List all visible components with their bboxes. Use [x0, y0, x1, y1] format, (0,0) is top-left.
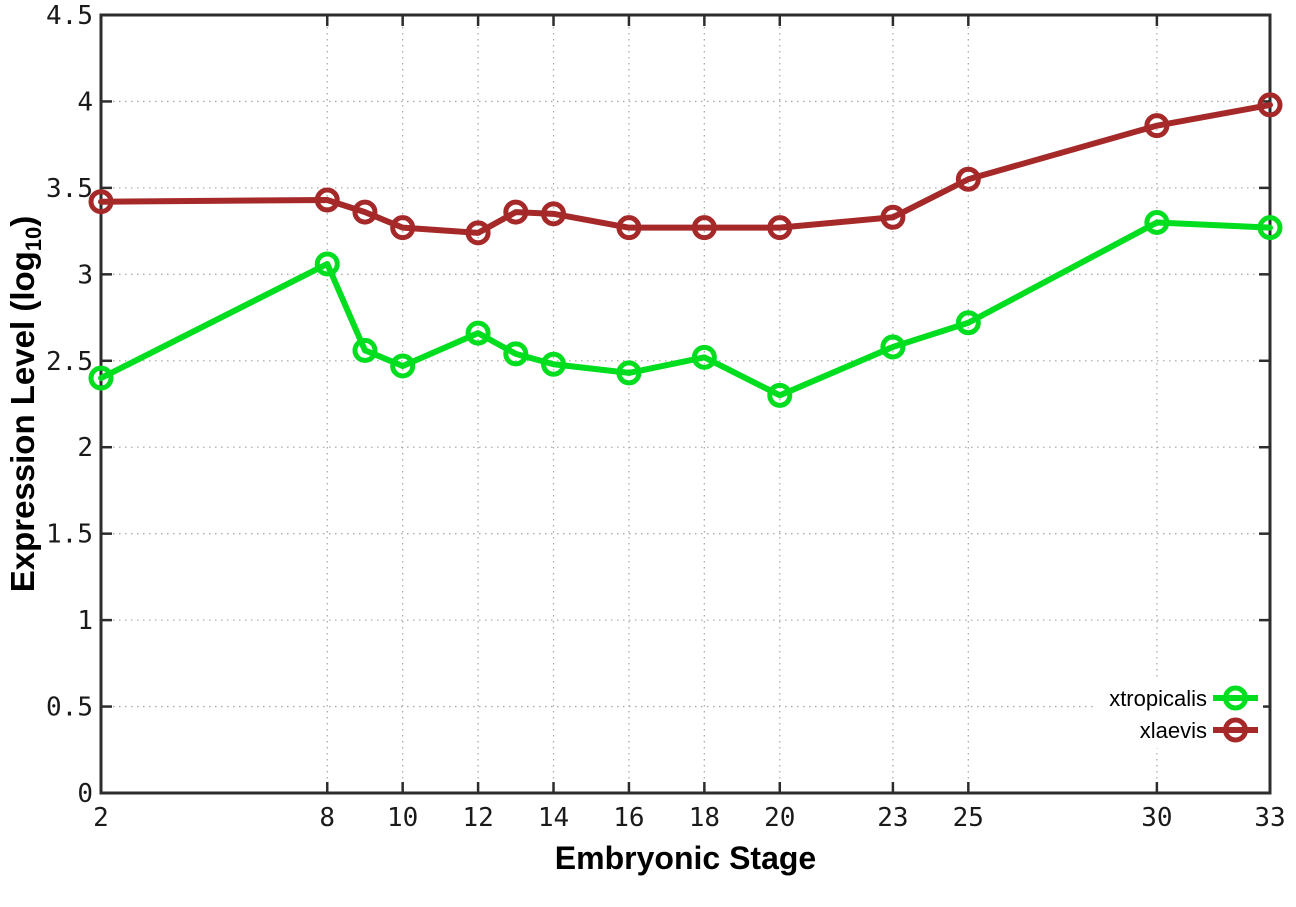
legend-background — [1093, 680, 1263, 748]
xlaevis-marker — [880, 204, 906, 230]
xlaevis-marker — [1257, 92, 1283, 118]
xlaevis-marker — [691, 215, 717, 241]
x-tick-label: 10 — [387, 803, 418, 833]
xlaevis-marker — [1144, 113, 1170, 139]
xtropicalis-marker — [541, 351, 567, 377]
y-tick-label: 4.5 — [46, 1, 93, 31]
xlaevis-marker — [314, 187, 340, 213]
y-axis-title-end: ) — [4, 216, 41, 227]
xlaevis-marker — [541, 201, 567, 227]
xlaevis-marker — [503, 199, 529, 225]
x-tick-label: 16 — [613, 803, 644, 833]
xlaevis-marker — [390, 215, 416, 241]
xlaevis-marker — [88, 189, 114, 215]
xtropicalis-marker — [955, 310, 981, 336]
xtropicalis-marker — [880, 334, 906, 360]
xtropicalis-legend-marker-icon — [1223, 685, 1248, 711]
xlaevis-legend-marker-icon — [1223, 717, 1248, 743]
xtropicalis-marker — [465, 320, 491, 346]
xtropicalis-line — [98, 219, 1273, 399]
x-tick-label: 25 — [953, 803, 984, 833]
xtropicalis-marker — [390, 353, 416, 379]
x-tick-label: 12 — [462, 803, 493, 833]
xtropicalis-marker — [88, 365, 114, 391]
y-tick-label: 1.5 — [46, 520, 93, 550]
xtropicalis-marker — [691, 344, 717, 370]
xlaevis-marker — [955, 166, 981, 192]
y-tick-label: 3.5 — [46, 174, 93, 204]
legend-label-xlaevis: xlaevis — [1140, 718, 1207, 743]
xtropicalis-marker — [503, 341, 529, 367]
xlaevis-line — [98, 101, 1273, 236]
x-tick-label: 14 — [538, 803, 569, 833]
x-tick-label: 2 — [93, 803, 109, 833]
legend-label-xtropicalis: xtropicalis — [1109, 686, 1207, 711]
xtropicalis-marker — [1257, 215, 1283, 241]
xtropicalis-marker — [314, 251, 340, 277]
xlaevis-marker — [616, 215, 642, 241]
y-tick-label: 2.5 — [46, 347, 93, 377]
y-axis-title-main: Expression Level (log — [4, 251, 41, 592]
plot-border — [99, 13, 1272, 795]
y-axis-title: Expression Level (log10) — [4, 216, 46, 593]
x-tick-label: 23 — [877, 803, 908, 833]
x-tick-label: 30 — [1141, 803, 1172, 833]
xtropicalis-marker — [1144, 209, 1170, 235]
y-tick-label: 3 — [77, 260, 93, 290]
y-tick-label: 4 — [77, 87, 93, 117]
x-tick-label: 8 — [319, 803, 335, 833]
x-axis-title: Embryonic Stage — [555, 840, 816, 876]
x-tick-label: 33 — [1254, 803, 1285, 833]
xtropicalis-marker — [352, 337, 378, 363]
xlaevis-marker — [767, 215, 793, 241]
y-tick-label: 2 — [77, 433, 93, 463]
y-axis-title-subscript: 10 — [21, 227, 46, 251]
xlaevis-marker — [465, 220, 491, 246]
xlaevis-marker — [352, 199, 378, 225]
x-tick-label: 20 — [764, 803, 795, 833]
x-tick-label: 18 — [689, 803, 720, 833]
xtropicalis-marker — [767, 382, 793, 408]
y-tick-label: 0 — [77, 779, 93, 809]
xtropicalis-marker — [616, 360, 642, 386]
y-tick-label: 0.5 — [46, 693, 93, 723]
y-tick-label: 1 — [77, 606, 93, 636]
